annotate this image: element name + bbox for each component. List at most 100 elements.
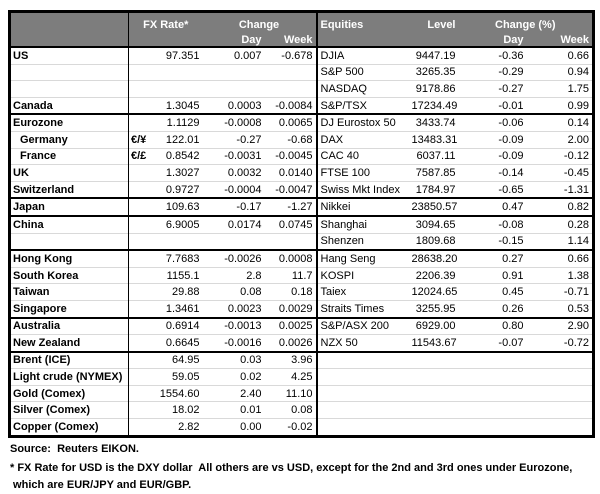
equity-level-cell: 13483.31 [408, 130, 459, 149]
currency-pair-cell [128, 283, 155, 301]
fx-rate-cell: 29.88 [154, 283, 203, 301]
table-row: France €/£ 0.8542 -0.0031 -0.0045 CAC 40 6037.… [9, 147, 594, 165]
equity-name-cell: Hang Seng [315, 249, 409, 268]
equity-level-cell: 3433.74 [408, 113, 459, 132]
market-table-body: US 97.351 0.007 -0.678 DJIA 9447.19 -0.36 0.66 S… [9, 47, 594, 437]
fx-rate-cell: 1.3461 [154, 299, 203, 318]
equity-day-change-cell [458, 384, 527, 402]
fx-rate-cell: 1554.60 [154, 384, 203, 402]
equity-name-cell: KOSPI [315, 266, 409, 284]
equity-week-header: Week [526, 31, 594, 48]
equity-name-cell: Straits Times [315, 299, 409, 318]
equity-level-cell [408, 418, 459, 437]
corner-cell-2 [9, 31, 129, 48]
equity-week-change-cell: 0.94 [526, 63, 594, 81]
currency-pair-cell [128, 316, 155, 335]
equity-day-change-cell: -0.65 [458, 180, 527, 199]
fx-footnote-line1: * FX Rate for USD is the DXY dollar All … [10, 461, 573, 474]
fx-day-change-cell: 0.01 [202, 401, 265, 419]
country-cell [9, 232, 129, 251]
table-row: Gold (Comex) 1554.60 2.40 11.10 [9, 384, 594, 402]
fx-week-change-cell: -0.678 [281, 49, 313, 62]
equity-week-change-cell: -0.72 [526, 334, 594, 352]
equity-day-change-cell: -0.07 [458, 334, 527, 352]
market-data-table: FX Rate* Change Equities Level Change (%… [8, 10, 595, 438]
fx-week-change-cell: -0.0084 [264, 96, 317, 115]
table-row: Silver (Comex) 18.02 0.01 0.08 [9, 401, 594, 419]
equity-week-change-cell: 0.14 [526, 113, 594, 132]
equities-header: Equities [315, 11, 409, 31]
equity-week-change-cell [526, 368, 594, 386]
equity-day-change-cell: -0.06 [458, 113, 527, 132]
fx-week-change-cell: -0.02 [264, 418, 317, 437]
table-row: Shenzen 1809.68 -0.15 1.14 [9, 232, 594, 251]
currency-pair-cell [129, 47, 155, 64]
country-cell: New Zealand [9, 334, 129, 352]
equity-name-cell [315, 368, 409, 386]
currency-pair-cell [128, 368, 155, 386]
equity-level-cell: 9447.19 [415, 49, 456, 62]
country-cell: Germany [9, 130, 129, 149]
fx-rate-cell: 2.82 [154, 418, 203, 437]
equity-week-change-cell: 0.82 [526, 197, 594, 216]
equity-name-cell [315, 401, 409, 419]
equity-day-change-cell: 0.80 [458, 316, 527, 335]
country-cell: France [9, 147, 129, 165]
equity-day-header: Day [458, 31, 527, 48]
level-header: Level [408, 11, 459, 31]
equity-name-cell: Nikkei [315, 197, 409, 216]
equity-day-change-cell: -0.36 [498, 49, 524, 62]
footer: Source: Reuters EIKON. * FX Rate for USD… [10, 443, 592, 494]
fx-week-change-cell: 3.96 [264, 350, 317, 369]
currency-pair-cell [128, 350, 155, 369]
table-row: Canada 1.3045 0.0003 -0.0084 S&P/TSX 17234.49… [9, 96, 594, 115]
table-header: FX Rate* Change Equities Level Change (%… [9, 11, 594, 48]
country-cell: Gold (Comex) [9, 384, 129, 402]
currency-pair-cell [128, 197, 155, 216]
equity-week-change-cell: -0.45 [526, 164, 594, 182]
header-row-1: FX Rate* Change Equities Level Change (%… [9, 11, 594, 31]
fx-day-change-cell: -0.27 [202, 130, 265, 149]
equity-level-cell [408, 401, 459, 419]
fx-day-change-cell: 2.40 [202, 384, 265, 402]
table-row: South Korea 1155.1 2.8 11.7 KOSPI 2206.39 0.91… [9, 266, 594, 284]
fx-day-change-cell: 0.0174 [202, 214, 265, 234]
fx-rate-cell: 18.02 [154, 401, 203, 419]
fx-day-change-cell: 0.0023 [202, 299, 265, 318]
fx-rate-cell: 64.95 [154, 350, 203, 369]
equity-level-cell: 3094.65 [408, 214, 459, 234]
currency-pair-cell [128, 164, 155, 182]
fx-day-change-cell: 2.8 [202, 266, 265, 284]
equity-day-change-cell: -0.01 [458, 96, 527, 115]
currency-pair-cell [128, 299, 155, 318]
country-cell: Taiwan [9, 283, 129, 301]
equity-day-change-cell: 0.47 [458, 197, 527, 216]
currency-pair-cell [128, 418, 155, 437]
equity-change-pct-header: Change (%) [458, 11, 594, 31]
currency-pair-cell [128, 214, 155, 234]
currency-pair-cell [128, 384, 155, 402]
equity-level-cell: 23850.57 [408, 197, 459, 216]
fx-rate-cell: 1.1129 [154, 113, 203, 132]
fx-day-change-cell: 0.02 [202, 368, 265, 386]
equity-name-cell: DAX [315, 130, 409, 149]
country-cell: Singapore [9, 299, 129, 318]
fx-week-change-cell: 0.0140 [264, 164, 317, 182]
equity-day-change-cell: -0.09 [458, 130, 527, 149]
fx-rate-cell: 7.7683 [154, 249, 203, 268]
equity-day-change-cell: 0.27 [458, 249, 527, 268]
fx-week-change-cell: 0.08 [264, 401, 317, 419]
fx-rate-cell: 1.3045 [154, 96, 203, 115]
fx-day-change-cell [202, 232, 265, 251]
equity-week-change-cell: 0.53 [526, 299, 594, 318]
equity-level-cell: 11543.67 [408, 334, 459, 352]
equity-week-change-cell: -0.12 [526, 147, 594, 165]
table-row: Switzerland 0.9727 -0.0004 -0.0047 Swiss Mkt… [9, 180, 594, 199]
equity-level-cell: 7587.85 [408, 164, 459, 182]
fx-rate-cell: 97.351 [165, 49, 200, 62]
fx-day-change-cell: 0.03 [202, 350, 265, 369]
fx-week-change-cell: -1.27 [264, 197, 317, 216]
fx-week-change-cell: 11.10 [264, 384, 317, 402]
currency-pair-cell [128, 334, 155, 352]
